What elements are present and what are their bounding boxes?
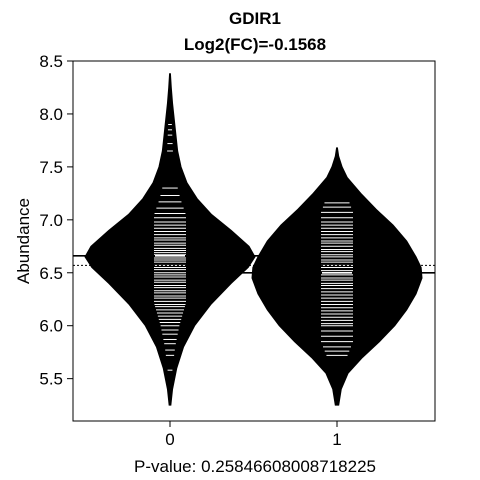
y-tick-label: 8.5	[39, 52, 63, 71]
bean-group	[72, 73, 435, 406]
y-tick-label: 6.0	[39, 317, 63, 336]
y-tick-label: 8.0	[39, 105, 63, 124]
y-tick-label: 7.5	[39, 158, 63, 177]
bean-shape-group-0	[84, 73, 256, 406]
x-tick-label: 0	[165, 430, 174, 449]
plot-frame	[72, 60, 436, 422]
y-tick-label: 7.0	[39, 211, 63, 230]
y-axis: 5.5 6.0 6.5 7.0 7.5 8.0 8.5	[39, 52, 73, 389]
y-tick-label: 6.5	[39, 264, 63, 283]
bean-shape-group-1	[251, 147, 423, 406]
chart-title: GDIR1	[229, 9, 281, 28]
x-tick-label: 1	[332, 430, 341, 449]
chart-subtitle: Log2(FC)=-0.1568	[184, 35, 326, 54]
x-axis-label: P-value: 0.25846608008718225	[134, 457, 376, 476]
y-axis-label: Abundance	[14, 198, 33, 284]
y-tick-label: 5.5	[39, 370, 63, 389]
